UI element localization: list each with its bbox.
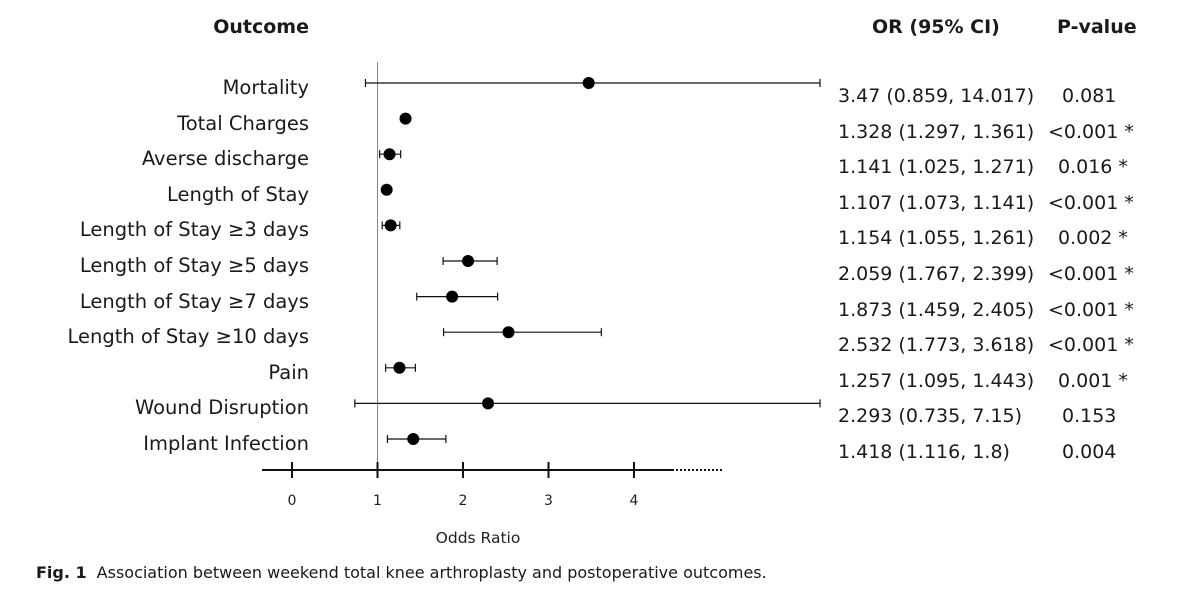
- p-value: <0.001 *: [1048, 191, 1134, 214]
- or-ci-value: 1.154 (1.055, 1.261): [838, 227, 1035, 250]
- outcome-label: Wound Disruption: [134, 396, 309, 420]
- outcome-label: Length of Stay ≥3 days: [79, 218, 309, 242]
- p-value: <0.001 *: [1048, 298, 1134, 321]
- pvalue-column-header: P-value: [1057, 16, 1137, 38]
- or-point: [380, 183, 393, 196]
- outcome-label: Implant Infection: [143, 432, 309, 455]
- or-point: [482, 397, 495, 410]
- x-tick-label: 0: [288, 493, 297, 509]
- outcome-label: Total Charges: [177, 111, 309, 135]
- forest-table-rows: Mortality 3.47 (0.859, 14.017) 0.081 Total …: [67, 76, 1134, 463]
- or-point: [582, 77, 595, 89]
- x-tick-label: 1: [373, 493, 382, 509]
- or-ci-value: 1.418 (1.116, 1.8): [838, 441, 1010, 463]
- or-point: [502, 326, 515, 339]
- or-ci-value: 2.293 (0.735, 7.15): [838, 405, 1023, 428]
- or-ci-value: 1.328 (1.297, 1.361): [838, 120, 1035, 143]
- figure-caption-text: Association between weekend total knee a…: [96, 563, 767, 582]
- outcome-label: Pain: [268, 360, 309, 384]
- p-value: <0.001 *: [1048, 334, 1134, 357]
- or-ci-value: 1.257 (1.095, 1.443): [838, 369, 1035, 392]
- or-point: [407, 433, 420, 445]
- x-tick-label: 4: [630, 493, 639, 509]
- or-ci-value: 1.141 (1.025, 1.271): [838, 156, 1035, 179]
- or-ci-value: 1.107 (1.073, 1.141): [838, 191, 1035, 214]
- p-value: <0.001 *: [1048, 263, 1134, 285]
- x-tick-label: 2: [459, 493, 468, 509]
- or-ci-value: 3.47 (0.859, 14.017): [838, 85, 1035, 107]
- outcome-label: Mortality: [222, 76, 309, 99]
- or-column-header: OR (95% CI): [872, 16, 1000, 38]
- p-value: 0.016 *: [1058, 156, 1128, 179]
- or-point: [393, 361, 406, 374]
- forest-plot: 0 1 2 3 4 Odds Ratio: [262, 62, 821, 547]
- p-value: 0.081: [1062, 85, 1117, 107]
- or-point: [383, 148, 396, 161]
- or-ci-value: 1.873 (1.459, 2.405): [838, 298, 1035, 321]
- outcome-label: Length of Stay ≥10 days: [67, 325, 309, 349]
- outcome-label: Averse discharge: [141, 147, 309, 171]
- outcome-label: Length of Stay ≥7 days: [79, 289, 309, 313]
- outcome-label: Length of Stay: [167, 182, 309, 206]
- or-point: [446, 290, 459, 303]
- or-point: [384, 219, 397, 232]
- or-ci-value: 2.532 (1.773, 3.618): [838, 334, 1035, 357]
- p-value: 0.001 *: [1058, 369, 1128, 392]
- or-point: [462, 255, 475, 267]
- p-value: <0.001 *: [1048, 120, 1134, 143]
- or-point: [399, 112, 412, 125]
- outcome-column-header: Outcome: [213, 16, 309, 38]
- figure-caption: Fig. 1 Association between weekend total …: [36, 563, 767, 582]
- p-value: 0.002 *: [1058, 227, 1128, 250]
- or-ci-value: 2.059 (1.767, 2.399): [838, 263, 1035, 285]
- figure-number: Fig. 1: [36, 563, 87, 582]
- p-value: 0.004: [1062, 441, 1117, 463]
- outcome-label: Length of Stay ≥5 days: [79, 254, 309, 277]
- x-tick-label: 3: [544, 493, 553, 509]
- p-value: 0.153: [1062, 405, 1117, 428]
- x-axis-label: Odds Ratio: [436, 529, 521, 547]
